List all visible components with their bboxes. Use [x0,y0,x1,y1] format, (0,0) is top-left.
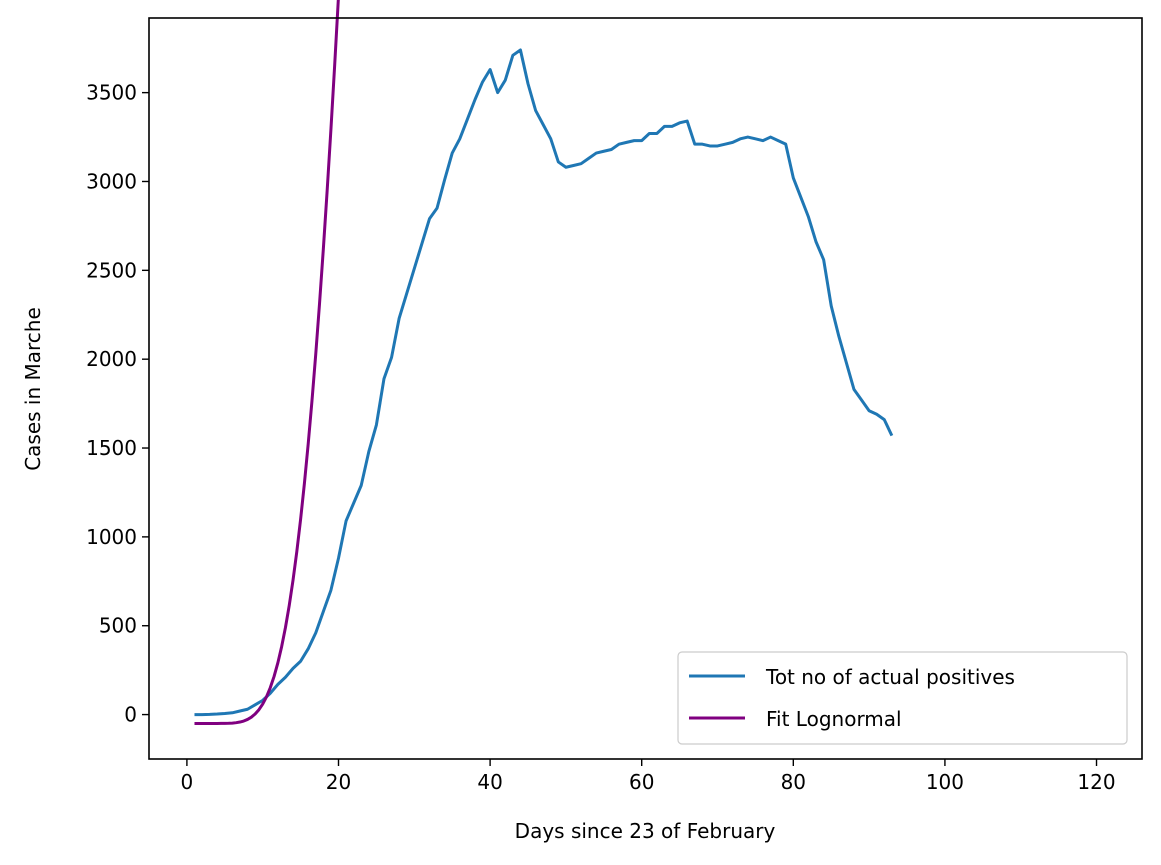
x-tick-label: 100 [926,770,964,794]
plot-lines [194,0,894,725]
y-tick-label: 0 [124,703,137,727]
x-tick-label: 40 [477,770,502,794]
plot-frame [148,17,1143,760]
x-tick-label: 20 [326,770,351,794]
y-tick-label: 1500 [86,436,137,460]
x-tick-label: 60 [629,770,654,794]
series-line-actual-positives [194,48,894,717]
legend-box [677,651,1128,745]
y-tick-label: 3500 [86,81,137,105]
legend-label-fit-lognormal: Fit Lognormal [766,707,902,731]
y-tick-label: 2500 [86,258,137,282]
y-axis-ticks: 0 500 1000 1500 2000 2500 3000 3500 [86,81,149,727]
y-axis-label: Cases in Marche [21,307,45,471]
x-tick-label: 0 [181,770,194,794]
legend: Tot no of actual positives Fit Lognormal [677,651,1128,745]
y-tick-label: 3000 [86,169,137,193]
y-tick-label: 1000 [86,525,137,549]
x-tick-label: 80 [781,770,806,794]
y-tick-label: 500 [99,614,137,638]
y-tick-label: 2000 [86,347,137,371]
x-tick-label: 120 [1077,770,1115,794]
legend-label-actual-positives: Tot no of actual positives [765,665,1015,689]
x-axis-ticks: 0 20 40 60 80 100 120 [181,759,1116,794]
x-axis-label: Days since 23 of February [515,819,776,843]
